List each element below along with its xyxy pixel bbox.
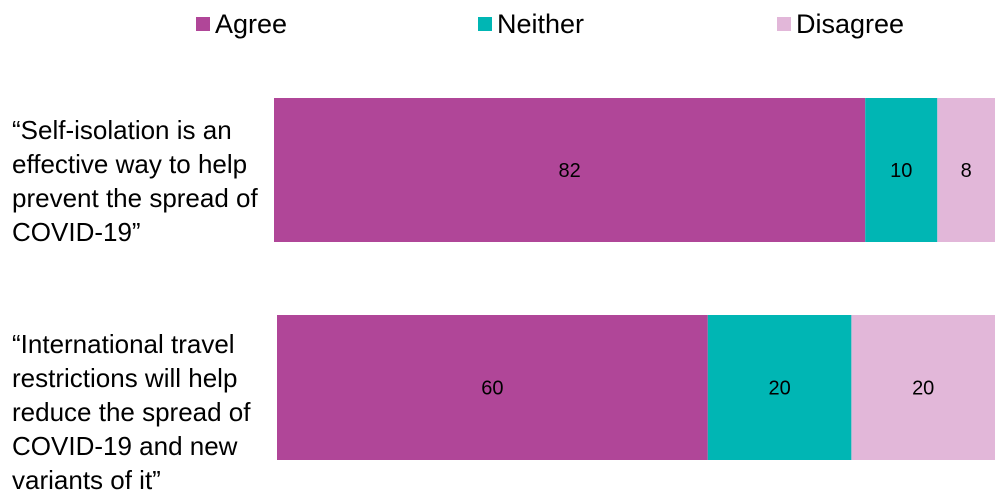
bar-chart: 82 10 8 60 20 20	[274, 98, 995, 460]
legend-swatch-agree	[196, 17, 210, 31]
data-label-neither-row-1: 10	[890, 160, 912, 182]
legend-label-disagree: Disagree	[796, 9, 905, 39]
bar-agree-row-1	[274, 98, 866, 242]
legend-swatch-neither	[478, 17, 492, 31]
data-label-disagree-row-2: 20	[912, 378, 934, 400]
legend: Agree Neither Disagree	[0, 6, 995, 46]
data-label-agree-row-2: 60	[481, 378, 503, 400]
legend-label-neither: Neither	[497, 9, 585, 39]
legend-item-agree: Agree	[196, 6, 287, 42]
legend-label-agree: Agree	[215, 9, 288, 39]
bar-disagree-row-2	[851, 315, 995, 460]
data-label-agree-row-1: 82	[558, 160, 580, 182]
bar-neither-row-2	[707, 315, 852, 460]
data-label-neither-row-2: 20	[768, 378, 790, 400]
legend-item-neither: Neither	[478, 6, 584, 42]
legend-swatch-disagree	[777, 17, 791, 31]
data-label-disagree-row-1: 8	[961, 160, 972, 182]
category-label-self-isolation: “Self-isolation is an effective way to h…	[12, 115, 258, 247]
legend-item-disagree: Disagree	[777, 6, 904, 42]
bar-agree-row-2	[277, 315, 708, 460]
bar-neither-row-1	[865, 98, 938, 242]
bar-disagree-row-1	[937, 98, 995, 242]
